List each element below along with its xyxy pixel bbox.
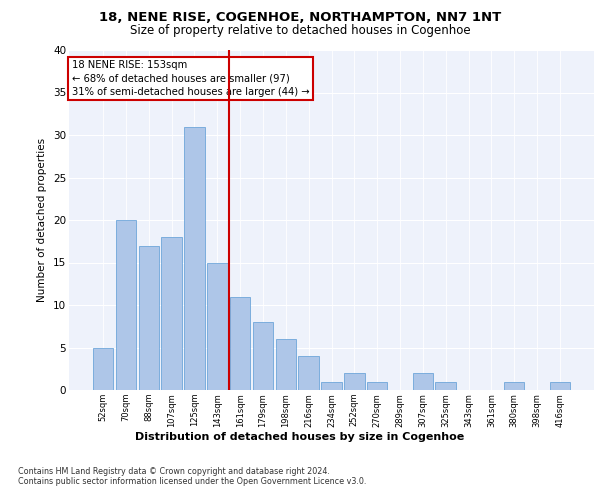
Text: Distribution of detached houses by size in Cogenhoe: Distribution of detached houses by size … — [136, 432, 464, 442]
Text: Size of property relative to detached houses in Cogenhoe: Size of property relative to detached ho… — [130, 24, 470, 37]
Bar — [436, 382, 456, 390]
Text: 18, NENE RISE, COGENHOE, NORTHAMPTON, NN7 1NT: 18, NENE RISE, COGENHOE, NORTHAMPTON, NN… — [99, 11, 501, 24]
Bar — [184, 126, 205, 390]
Bar — [161, 237, 182, 390]
Text: Contains public sector information licensed under the Open Government Licence v3: Contains public sector information licen… — [18, 478, 367, 486]
Text: Contains HM Land Registry data © Crown copyright and database right 2024.: Contains HM Land Registry data © Crown c… — [18, 468, 330, 476]
Text: 18 NENE RISE: 153sqm
← 68% of detached houses are smaller (97)
31% of semi-detac: 18 NENE RISE: 153sqm ← 68% of detached h… — [71, 60, 309, 96]
Bar — [253, 322, 273, 390]
Y-axis label: Number of detached properties: Number of detached properties — [37, 138, 47, 302]
Bar — [275, 339, 296, 390]
Bar — [230, 296, 250, 390]
Bar — [504, 382, 524, 390]
Bar — [367, 382, 388, 390]
Bar — [298, 356, 319, 390]
Bar — [116, 220, 136, 390]
Bar — [207, 262, 227, 390]
Bar — [413, 373, 433, 390]
Bar — [550, 382, 570, 390]
Bar — [344, 373, 365, 390]
Bar — [321, 382, 342, 390]
Bar — [139, 246, 159, 390]
Bar — [93, 348, 113, 390]
